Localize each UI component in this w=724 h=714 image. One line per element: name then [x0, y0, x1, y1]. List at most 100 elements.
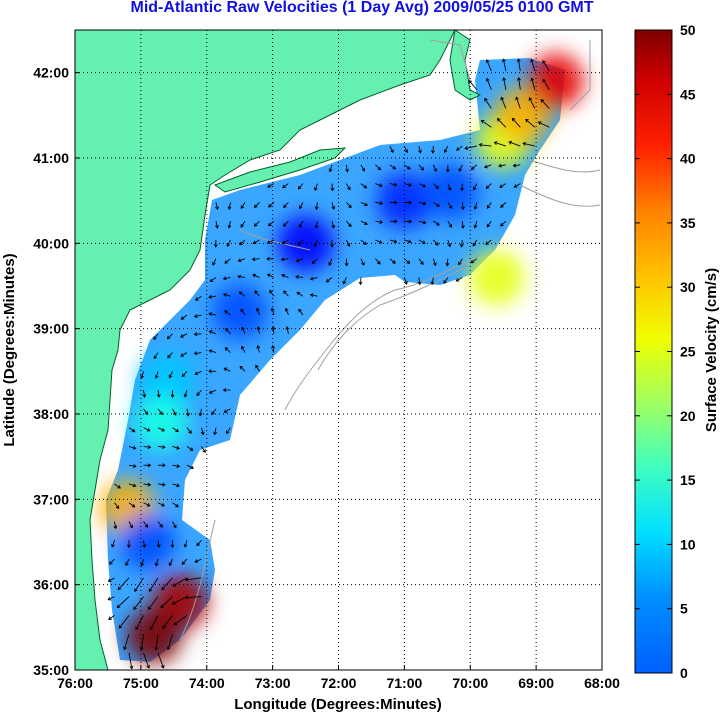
velocity-vector: [418, 220, 426, 224]
velocity-vector-head: [183, 393, 188, 398]
velocity-vector-head: [208, 294, 212, 299]
velocity-vector: [375, 201, 383, 204]
velocity-vector: [209, 330, 217, 335]
velocity-region: [132, 394, 189, 451]
velocity-vector-head: [344, 262, 349, 267]
velocity-vector: [285, 308, 289, 316]
velocity-vector: [310, 294, 318, 297]
velocity-vector: [223, 277, 231, 280]
velocity-vector-head: [542, 60, 546, 64]
velocity-vector: [157, 652, 164, 669]
velocity-vector: [114, 521, 117, 529]
velocity-vector-head: [458, 168, 463, 172]
velocity-vector: [486, 202, 492, 209]
velocity-vector: [404, 183, 412, 186]
velocity-vector: [346, 220, 352, 227]
velocity-vector: [471, 164, 478, 170]
velocity-vector-head: [485, 77, 490, 82]
velocity-vector-head: [498, 163, 502, 168]
velocity-vector-head: [325, 278, 330, 283]
velocity-vector-head: [508, 140, 513, 145]
velocity-vector-head: [486, 205, 491, 209]
velocity-vector: [523, 142, 535, 147]
velocity-vector-head: [255, 307, 260, 312]
velocity-vector: [461, 239, 463, 247]
velocity-vector-head: [161, 427, 166, 432]
velocity-vector-head: [208, 390, 213, 394]
velocity-vector-head: [522, 141, 527, 146]
velocity-vector: [447, 202, 453, 209]
y-tick-label: 40:00: [33, 235, 69, 251]
velocity-vector: [296, 291, 304, 297]
velocity-vector-head: [530, 58, 534, 63]
velocity-vector-head: [161, 503, 166, 507]
velocity-vector-head: [142, 394, 147, 398]
velocity-region: [527, 53, 584, 110]
velocity-vector: [209, 350, 217, 353]
velocity-vector-head: [193, 314, 198, 319]
velocity-vector: [389, 239, 397, 243]
velocity-vector-head: [147, 463, 152, 468]
velocity-vector: [157, 502, 165, 507]
velocity-vector-head: [154, 647, 159, 651]
velocity-vector-head: [298, 205, 303, 210]
velocity-vector-head: [224, 260, 229, 264]
velocity-vector: [194, 352, 202, 354]
velocity-vector-head: [493, 141, 498, 145]
colorbar-tick-label: 10: [680, 536, 696, 552]
velocity-vector-head: [181, 373, 186, 378]
x-axis-ticks: 76:00 75:00 74:00 73:00 72:00 71:00 70:00 69:00…: [57, 665, 620, 691]
velocity-vector: [283, 202, 289, 208]
velocity-vector-head: [297, 185, 302, 190]
velocity-vector-head: [139, 647, 144, 651]
velocity-vector: [328, 258, 333, 266]
velocity-vector: [484, 164, 492, 168]
velocity-vector-head: [188, 430, 192, 434]
colorbar-tick-label: 5: [680, 601, 688, 617]
velocity-vector: [148, 596, 159, 610]
velocity-vector: [194, 370, 202, 375]
velocity-vector: [254, 202, 260, 208]
velocity-vector: [228, 221, 231, 229]
velocity-vector-head: [377, 260, 381, 265]
velocity-vector-head: [435, 185, 439, 190]
velocity-vector: [172, 464, 180, 467]
velocity-vector-head: [213, 244, 218, 248]
velocity-vector: [484, 98, 492, 109]
velocity-vector-head: [184, 595, 189, 600]
velocity-vector-head: [361, 261, 365, 266]
velocity-vector-head: [540, 99, 545, 103]
velocity-vector-head: [227, 225, 232, 229]
velocity-vector: [447, 183, 451, 191]
velocity-vector-head: [461, 206, 465, 211]
velocity-vector: [404, 220, 412, 223]
velocity-vector: [485, 183, 492, 189]
velocity-vector-head: [181, 561, 186, 565]
velocity-vector-head: [170, 394, 175, 398]
velocity-vector-head: [283, 204, 287, 209]
velocity-vector-head: [225, 328, 229, 332]
velocity-vector-head: [240, 308, 245, 313]
colorbar-tick-label: 20: [680, 408, 696, 424]
velocity-vector-head: [117, 485, 121, 489]
velocity-vector: [465, 145, 477, 150]
velocity-vector-head: [147, 445, 152, 450]
velocity-vector: [214, 427, 217, 435]
velocity-vector-head: [342, 280, 347, 285]
velocity-vector-head: [421, 240, 426, 244]
velocity-vector-head: [542, 78, 547, 83]
velocity-vector: [311, 258, 318, 264]
velocity-vector: [456, 145, 463, 151]
velocity-vector-head: [516, 58, 521, 63]
velocity-vector: [375, 164, 381, 170]
velocity-vector-head: [240, 205, 245, 210]
velocity-vector: [345, 164, 348, 172]
velocity-vector: [255, 365, 260, 372]
y-tick-label: 35:00: [33, 662, 69, 678]
velocity-vector: [329, 164, 333, 172]
velocity-vector: [498, 164, 506, 167]
velocity-vector: [128, 445, 136, 449]
velocity-vector: [256, 308, 260, 316]
velocity-vector-head: [140, 562, 145, 567]
colorbar-tick-label: 25: [680, 344, 696, 360]
